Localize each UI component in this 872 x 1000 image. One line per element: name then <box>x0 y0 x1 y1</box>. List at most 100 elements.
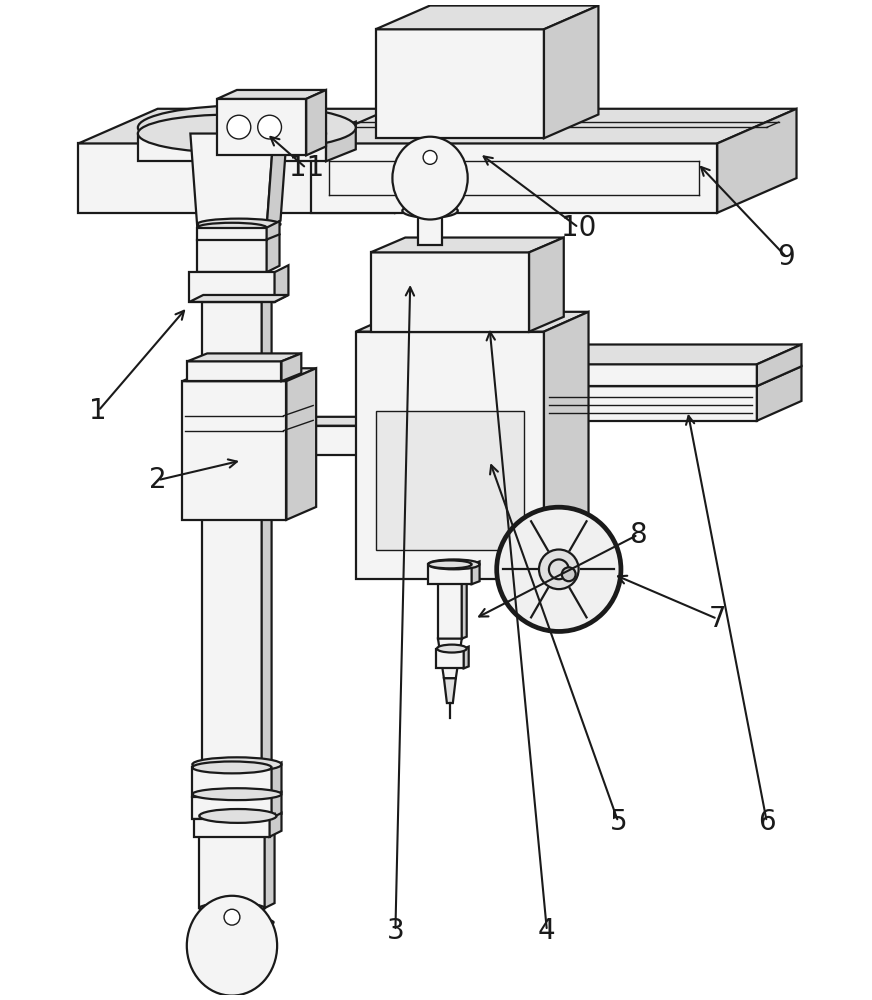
Polygon shape <box>202 302 262 767</box>
Polygon shape <box>269 436 280 466</box>
Polygon shape <box>544 366 801 386</box>
Ellipse shape <box>200 809 276 823</box>
Ellipse shape <box>193 757 282 772</box>
Ellipse shape <box>138 115 326 153</box>
Polygon shape <box>380 417 402 455</box>
Polygon shape <box>444 678 456 703</box>
Polygon shape <box>282 353 302 381</box>
Polygon shape <box>371 252 529 332</box>
Polygon shape <box>189 295 289 302</box>
Polygon shape <box>371 238 564 252</box>
Circle shape <box>539 550 579 589</box>
Polygon shape <box>200 819 265 908</box>
Text: 9: 9 <box>778 243 795 271</box>
Polygon shape <box>544 312 589 579</box>
Ellipse shape <box>138 105 356 150</box>
Polygon shape <box>193 767 271 797</box>
Ellipse shape <box>187 896 277 996</box>
Polygon shape <box>262 297 271 767</box>
Polygon shape <box>195 461 280 466</box>
Ellipse shape <box>198 917 274 927</box>
Polygon shape <box>194 819 269 837</box>
Text: 4: 4 <box>538 917 555 945</box>
Polygon shape <box>138 134 326 161</box>
Polygon shape <box>544 364 757 386</box>
Ellipse shape <box>197 219 281 230</box>
Text: 10: 10 <box>561 214 596 242</box>
Circle shape <box>548 559 569 579</box>
Polygon shape <box>544 386 757 421</box>
Polygon shape <box>438 579 462 639</box>
Circle shape <box>224 909 240 925</box>
Polygon shape <box>271 792 282 819</box>
Text: 5: 5 <box>610 808 627 836</box>
Polygon shape <box>193 797 271 819</box>
Polygon shape <box>395 109 474 213</box>
Text: 3: 3 <box>386 917 405 945</box>
Circle shape <box>258 115 282 139</box>
Polygon shape <box>286 368 317 520</box>
Polygon shape <box>265 814 275 908</box>
Polygon shape <box>217 90 326 99</box>
Polygon shape <box>356 332 544 579</box>
Ellipse shape <box>200 903 265 913</box>
Polygon shape <box>217 99 306 155</box>
Polygon shape <box>78 143 395 213</box>
Text: 2: 2 <box>149 466 167 494</box>
Ellipse shape <box>402 204 458 218</box>
Circle shape <box>495 506 623 633</box>
Polygon shape <box>195 442 269 466</box>
Polygon shape <box>311 109 796 143</box>
Ellipse shape <box>428 560 472 568</box>
Polygon shape <box>197 228 267 272</box>
Polygon shape <box>757 345 801 386</box>
Polygon shape <box>356 312 589 332</box>
Polygon shape <box>311 143 718 213</box>
Polygon shape <box>267 127 288 228</box>
Polygon shape <box>187 353 302 361</box>
Ellipse shape <box>437 645 467 653</box>
Polygon shape <box>436 649 464 668</box>
Text: 8: 8 <box>630 521 647 549</box>
Polygon shape <box>286 426 380 455</box>
Polygon shape <box>718 109 796 213</box>
Polygon shape <box>462 577 467 639</box>
Polygon shape <box>529 238 564 332</box>
Polygon shape <box>464 647 468 668</box>
Ellipse shape <box>428 559 480 569</box>
Ellipse shape <box>193 788 282 800</box>
Polygon shape <box>419 211 442 245</box>
Polygon shape <box>544 345 801 364</box>
Polygon shape <box>428 564 472 584</box>
Ellipse shape <box>197 223 267 232</box>
Polygon shape <box>472 561 480 584</box>
Text: 11: 11 <box>289 154 324 182</box>
Ellipse shape <box>392 137 467 220</box>
Polygon shape <box>326 122 356 161</box>
Polygon shape <box>275 265 289 302</box>
Polygon shape <box>306 90 326 155</box>
Circle shape <box>227 115 251 139</box>
Polygon shape <box>78 109 474 143</box>
Polygon shape <box>376 411 524 550</box>
Polygon shape <box>187 361 282 381</box>
Polygon shape <box>438 639 462 678</box>
Polygon shape <box>267 221 280 272</box>
Text: 6: 6 <box>758 808 775 836</box>
Polygon shape <box>182 381 286 520</box>
Polygon shape <box>757 366 801 421</box>
Circle shape <box>423 150 437 164</box>
Text: 1: 1 <box>90 397 107 425</box>
Polygon shape <box>269 813 282 837</box>
Text: 7: 7 <box>708 605 726 633</box>
Polygon shape <box>376 29 544 138</box>
Ellipse shape <box>193 761 271 773</box>
Polygon shape <box>544 6 598 138</box>
Polygon shape <box>189 272 275 302</box>
Circle shape <box>562 567 576 581</box>
Polygon shape <box>190 134 274 228</box>
Polygon shape <box>286 417 402 426</box>
Polygon shape <box>376 6 598 29</box>
Polygon shape <box>182 368 317 381</box>
Polygon shape <box>271 762 282 797</box>
